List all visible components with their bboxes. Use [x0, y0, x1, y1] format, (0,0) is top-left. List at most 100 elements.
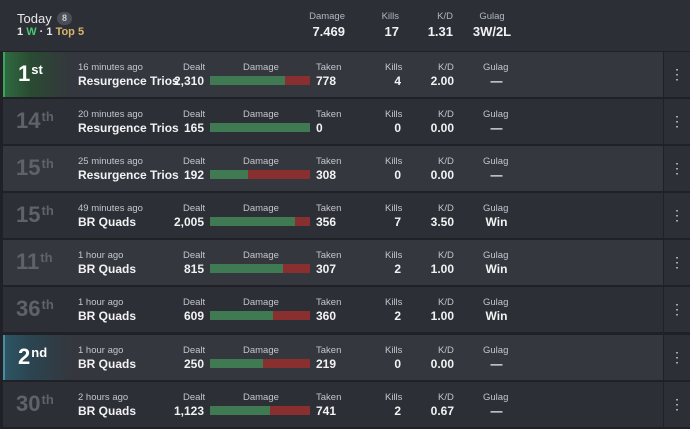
damage-bar — [210, 123, 310, 132]
placement: 14th — [16, 108, 54, 134]
damage-dealt-fill — [210, 311, 273, 320]
kd-label: K/D — [438, 109, 454, 120]
match-mode: Resurgence Trios — [78, 121, 179, 135]
kills-label: Kills — [385, 345, 403, 356]
kebab-menu-icon: ⋮ — [670, 396, 684, 412]
placement-number: 30 — [16, 391, 41, 416]
match-time: 1 hour ago — [78, 250, 124, 261]
kd-label: K/D — [438, 297, 454, 308]
placement-number: 1 — [18, 61, 31, 86]
damage-dealt-fill — [210, 359, 264, 368]
placement-cell: 1st — [3, 52, 70, 97]
kills-value: 0 — [394, 357, 401, 371]
row-menu-button[interactable]: ⋮ — [664, 240, 690, 285]
match-row[interactable]: 11th 1 hour ago BR Quads Dealt 815 Damage Take… — [3, 240, 663, 285]
taken-value: 0 — [316, 121, 323, 135]
damage-label: Damage — [243, 109, 279, 120]
kd-value: 3.50 — [430, 215, 454, 229]
placement-cell: 36th — [3, 287, 68, 332]
kebab-menu-icon: ⋮ — [670, 349, 684, 365]
kd-label: K/D — [438, 345, 454, 356]
match-row[interactable]: 2nd 1 hour ago BR Quads Dealt 250 Damage Taken… — [3, 335, 663, 380]
kills-label: Kills — [385, 250, 403, 261]
gulag-value: — — [490, 357, 503, 371]
row-menu-button[interactable]: ⋮ — [664, 193, 690, 238]
row-menu-button[interactable]: ⋮ — [664, 52, 690, 97]
gulag-value: — — [490, 121, 503, 135]
taken-label: Taken — [316, 345, 342, 356]
dealt-value: 815 — [183, 262, 204, 276]
match-time: 2 hours ago — [78, 392, 129, 403]
placement-number: 15 — [16, 155, 41, 180]
match-mode: BR Quads — [78, 404, 137, 418]
placement-suffix: th — [41, 392, 54, 407]
placement-suffix: th — [41, 297, 54, 312]
kd-value: 0.00 — [430, 168, 454, 182]
damage-dealt-fill — [210, 217, 295, 226]
kills-value: 7 — [394, 215, 401, 229]
row-menu-button[interactable]: ⋮ — [664, 382, 690, 427]
kd-label: K/D — [438, 203, 454, 214]
dealt-value: 250 — [183, 357, 204, 371]
summary-kd-label: K/D — [437, 11, 453, 22]
match-time: 1 hour ago — [78, 297, 124, 308]
match-row[interactable]: 15th 49 minutes ago BR Quads Dealt 2,005 Dama… — [3, 193, 663, 238]
row-menu-button[interactable]: ⋮ — [664, 335, 690, 380]
match-time: 16 minutes ago — [78, 62, 143, 73]
match-row[interactable]: 15th 25 minutes ago Resurgence Trios Dealt 1… — [3, 146, 663, 191]
dealt-value: 192 — [183, 168, 204, 182]
damage-bar — [210, 76, 310, 85]
gulag-label: Gulag — [483, 250, 509, 261]
summary-damage-label: Damage — [309, 11, 345, 22]
damage-bar — [210, 170, 310, 179]
dealt-label: Dealt — [183, 297, 206, 308]
games-count-badge: 8 — [57, 12, 72, 25]
summary-kd-value: 1.31 — [427, 24, 453, 39]
kd-value: 0.00 — [430, 357, 454, 371]
wins-count: 1 — [17, 26, 24, 38]
top5-label: Top 5 — [55, 26, 85, 38]
match-row[interactable]: 1st 16 minutes ago Resurgence Trios Dealt 2,… — [3, 52, 663, 97]
damage-bar — [210, 217, 310, 226]
placement: 15th — [16, 202, 54, 228]
today-results: 1 W · 1 Top 5 — [17, 26, 84, 38]
gulag-value: — — [490, 404, 503, 418]
dealt-value: 609 — [183, 309, 204, 323]
taken-value: 219 — [316, 357, 337, 371]
damage-label: Damage — [243, 297, 279, 308]
match-row[interactable]: 14th 20 minutes ago Resurgence Trios Dealt 1… — [3, 99, 663, 144]
dealt-label: Dealt — [183, 250, 206, 261]
summary-kills-value: 17 — [384, 24, 399, 39]
dealt-label: Dealt — [183, 109, 206, 120]
taken-value: 360 — [316, 309, 337, 323]
kd-label: K/D — [438, 156, 454, 167]
taken-label: Taken — [316, 156, 342, 167]
kebab-menu-icon: ⋮ — [670, 207, 684, 223]
placement-number: 2 — [18, 344, 31, 369]
kills-value: 0 — [394, 121, 401, 135]
kills-value: 2 — [394, 404, 401, 418]
row-menu-button[interactable]: ⋮ — [664, 287, 690, 332]
placement-cell: 2nd — [3, 335, 70, 380]
placement-cell: 11th — [3, 240, 68, 285]
damage-label: Damage — [243, 203, 279, 214]
placement-cell: 14th — [3, 99, 68, 144]
placement: 30th — [16, 391, 54, 417]
damage-bar — [210, 406, 310, 415]
taken-value: 307 — [316, 262, 337, 276]
match-row[interactable]: 30th 2 hours ago BR Quads Dealt 1,123 Damage T… — [3, 382, 663, 427]
row-menu-button[interactable]: ⋮ — [664, 146, 690, 191]
match-mode: Resurgence Trios — [78, 74, 179, 88]
match-row[interactable]: 36th 1 hour ago BR Quads Dealt 609 Damage Take… — [3, 287, 663, 332]
gulag-value: Win — [485, 262, 508, 276]
placement: 2nd — [18, 344, 47, 370]
placement-suffix: th — [41, 156, 54, 171]
kills-value: 4 — [394, 74, 401, 88]
kills-label: Kills — [385, 392, 403, 403]
row-menu-button[interactable]: ⋮ — [664, 99, 690, 144]
damage-bar — [210, 264, 310, 273]
dealt-label: Dealt — [183, 203, 206, 214]
damage-label: Damage — [243, 156, 279, 167]
placement-number: 14 — [16, 108, 41, 133]
damage-dealt-fill — [210, 123, 310, 132]
